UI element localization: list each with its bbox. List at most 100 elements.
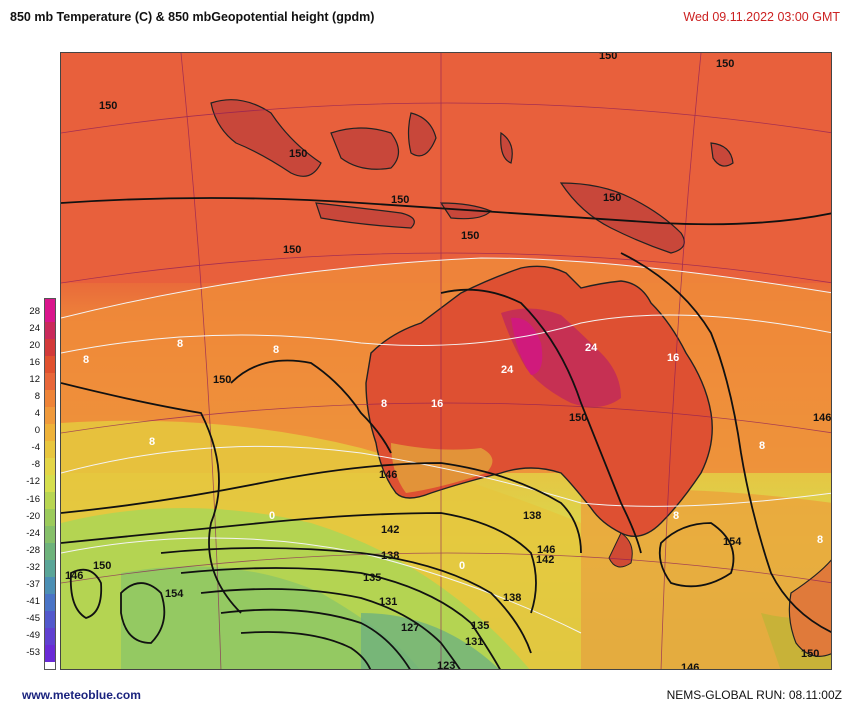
height-label: 135: [363, 572, 381, 584]
height-label: 131: [465, 636, 483, 648]
temperature-label: 8: [83, 354, 89, 366]
temperature-label: 8: [817, 534, 823, 546]
hot-core-28: [511, 317, 543, 375]
legend-color-segment: [45, 526, 55, 544]
legend-color-segment: [45, 457, 55, 475]
legend-color-segment: [45, 611, 55, 629]
model-run-info: NEMS-GLOBAL RUN: 08.11:00Z: [666, 688, 842, 702]
legend-label: 16: [29, 357, 40, 369]
weather-map[interactable]: 150 150 150 150 150 150 150 150 150 146 …: [60, 52, 832, 670]
height-label: 138: [503, 592, 521, 604]
legend-label: 0: [34, 425, 40, 437]
temperature-label: 0: [459, 560, 465, 572]
legend-label: -28: [26, 544, 40, 556]
legend-label: -4: [31, 442, 40, 454]
source-link[interactable]: www.meteoblue.com: [22, 688, 141, 702]
legend-color-segment: [45, 321, 55, 339]
legend-label: 8: [34, 391, 40, 403]
height-label: 150: [289, 148, 307, 160]
temperature-label: 24: [501, 364, 514, 376]
height-label: 150: [599, 53, 617, 62]
map-svg: 150 150 150 150 150 150 150 150 150 146 …: [61, 53, 831, 670]
temperature-label: 8: [177, 338, 183, 350]
height-label: 131: [379, 596, 397, 608]
legend-color-segment: [45, 509, 55, 527]
legend-label: 12: [29, 374, 40, 386]
height-label: 146: [681, 662, 699, 670]
height-label: 154: [723, 536, 742, 548]
legend-label: -20: [26, 510, 40, 522]
legend-color-segment: [45, 423, 55, 441]
graticule: [61, 53, 831, 669]
legend-color-segment: [45, 474, 55, 492]
legend-label: -12: [26, 476, 40, 488]
height-label: 138: [381, 550, 399, 562]
height-label: 146: [813, 412, 831, 424]
height-label: 146: [379, 469, 397, 481]
height-label: 150: [283, 244, 301, 256]
height-label: 142: [536, 554, 554, 566]
height-label: 146: [537, 544, 555, 556]
temperature-label: 8: [149, 436, 155, 448]
height-label: 150: [93, 560, 111, 572]
legend-color-segment: [45, 628, 55, 646]
legend-color-segment: [45, 389, 55, 407]
temperature-label: 0: [269, 510, 275, 522]
temperature-label: 8: [759, 440, 765, 452]
legend-label: -49: [26, 629, 40, 641]
colder-region: [121, 566, 420, 669]
legend-color-segment: [45, 543, 55, 561]
height-label: 146: [65, 570, 83, 582]
legend-color-segment: [45, 355, 55, 373]
legend-label: 24: [29, 323, 40, 335]
temperature-label: 16: [431, 398, 443, 410]
height-label: 127: [401, 622, 419, 634]
height-contours: [61, 197, 831, 669]
legend-label: -24: [26, 527, 40, 539]
height-label: 150: [569, 412, 587, 424]
height-label: 150: [461, 230, 479, 242]
map-title: 850 mb Temperature (C) & 850 mbGeopotent…: [10, 10, 375, 24]
temperature-legend: 28 24 20 16 12 8 4 0 -4 -8 -12 -16 -20 -24 -28 -32 -37 -4…: [8, 298, 60, 670]
legend-color-segment: [45, 645, 55, 663]
height-label: 154: [165, 588, 184, 600]
tropical-band: [61, 53, 831, 283]
legend-label: -45: [26, 612, 40, 624]
temperature-label: 24: [585, 342, 598, 354]
new-zealand-land: [788, 559, 831, 657]
legend-label: 4: [34, 408, 40, 420]
legend-color-segment: [45, 560, 55, 578]
legend-color-segment: [45, 372, 55, 390]
height-label: 142: [381, 524, 399, 536]
legend-color-segment: [45, 338, 55, 356]
height-label: 138: [523, 510, 541, 522]
legend-label: -8: [31, 459, 40, 471]
legend-color-segment: [45, 299, 55, 322]
height-label: 150: [391, 194, 409, 206]
height-label: 150: [603, 192, 621, 204]
legend-label: -41: [26, 595, 40, 607]
height-label: 150: [213, 374, 231, 386]
temperature-label: 8: [673, 510, 679, 522]
legend-color-segment: [45, 577, 55, 595]
legend-label: -53: [26, 646, 40, 658]
temperature-label: 8: [381, 398, 387, 410]
height-labels: 150 150 150 150 150 150 150 150 150 146 …: [65, 53, 831, 670]
legend-color-segment: [45, 594, 55, 612]
legend-label: 28: [29, 306, 40, 317]
legend-label: -37: [26, 578, 40, 590]
height-label: 135: [471, 620, 489, 632]
legend-color-segment: [45, 492, 55, 510]
temperature-label: 8: [273, 344, 279, 356]
legend-label: -32: [26, 561, 40, 573]
height-label: 150: [716, 58, 734, 70]
forecast-datetime: Wed 09.11.2022 03:00 GMT: [683, 10, 840, 24]
legend-label: 20: [29, 340, 40, 352]
temperature-labels: 24 24 16 16 8 8 8 8 8 8 0 0 8 8: [83, 338, 823, 572]
height-label: 150: [99, 100, 117, 112]
legend-color-segment: [45, 406, 55, 424]
legend-color-bar: [44, 298, 56, 670]
legend-color-segment: [45, 440, 55, 458]
indonesia-islands: [210, 99, 734, 254]
coldest-region: [361, 613, 499, 669]
